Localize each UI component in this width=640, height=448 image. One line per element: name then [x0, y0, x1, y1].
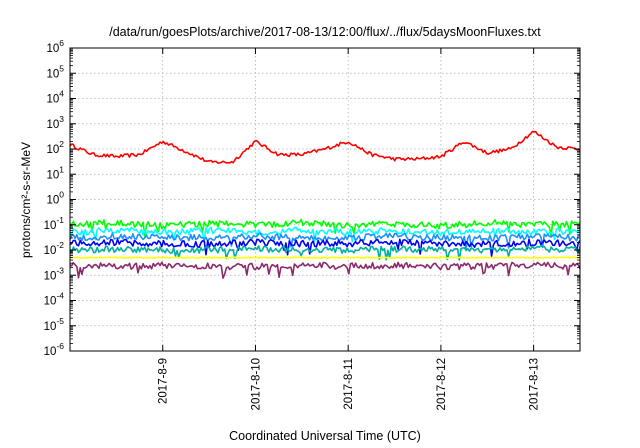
series-line: [69, 232, 581, 250]
y-tick-exponent: -2: [56, 240, 64, 250]
y-tick-exponent: 3: [59, 114, 64, 124]
y-tick-exponent: -4: [56, 291, 64, 301]
y-tick-label: 100: [46, 190, 64, 207]
y-tick-exponent: -1: [56, 215, 64, 225]
series-line: [69, 238, 581, 257]
x-axis: 2017-8-9 2017-8-10 2017-8-11 2017-8-12 2017-…: [158, 48, 541, 410]
y-tick-label: 106: [46, 38, 64, 55]
y-tick-exponent: -5: [56, 316, 64, 326]
x-tick-label: 2017-8-12: [436, 358, 448, 410]
y-tick-label: 105: [46, 63, 64, 80]
y-axis-label: protons/cm²-s-sr-MeV: [19, 142, 33, 258]
y-tick-exponent: 0: [59, 190, 64, 200]
y-tick-label: 104: [46, 89, 64, 106]
y-tick-base: 10: [44, 270, 57, 282]
y-tick-exponent: 2: [59, 139, 64, 149]
y-tick-exponent: 4: [59, 89, 64, 99]
y-tick-base: 10: [46, 43, 59, 55]
y-tick-base: 10: [46, 68, 59, 80]
series-line: [69, 245, 581, 261]
y-tick-base: 10: [44, 346, 57, 358]
series-group: [69, 130, 581, 279]
y-tick-base: 10: [44, 296, 57, 308]
y-tick-base: 10: [46, 144, 59, 156]
y-tick-base: 10: [46, 195, 59, 207]
series-line: [69, 256, 581, 259]
x-tick-label: 2017-8-9: [158, 358, 170, 404]
y-tick-exponent: 1: [59, 164, 64, 174]
y-tick-label: 10-1: [44, 215, 65, 232]
y-tick-label: 10-3: [44, 265, 65, 282]
y-axis: 10-610-510-410-310-210-11001011021031041…: [44, 38, 580, 358]
y-tick-base: 10: [44, 245, 57, 257]
x-tick-label: 2017-8-13: [529, 358, 541, 410]
y-tick-label: 10-4: [44, 291, 65, 308]
y-tick-label: 103: [46, 114, 64, 131]
grid: [70, 48, 580, 351]
y-tick-label: 10-6: [44, 341, 65, 358]
x-tick-label: 2017-8-11: [343, 358, 355, 410]
y-tick-label: 10-5: [44, 316, 65, 333]
y-tick-exponent: 6: [59, 38, 64, 48]
y-tick-base: 10: [44, 321, 57, 333]
x-axis-label: Coordinated Universal Time (UTC): [229, 429, 421, 443]
series-line: [69, 261, 581, 279]
y-tick-base: 10: [46, 119, 59, 131]
chart-title: /data/run/goesPlots/archive/2017-08-13/1…: [109, 25, 541, 39]
x-tick-label: 2017-8-10: [250, 358, 262, 410]
y-tick-label: 102: [46, 139, 64, 156]
y-tick-exponent: -3: [56, 265, 64, 275]
y-tick-base: 10: [46, 169, 59, 181]
y-tick-base: 10: [46, 94, 59, 106]
y-tick-base: 10: [44, 220, 57, 232]
y-tick-label: 101: [46, 164, 64, 181]
y-tick-exponent: 5: [59, 63, 64, 73]
y-tick-exponent: -6: [56, 341, 64, 351]
series-line: [69, 218, 581, 238]
series-line: [69, 130, 581, 164]
y-tick-label: 10-2: [44, 240, 65, 257]
